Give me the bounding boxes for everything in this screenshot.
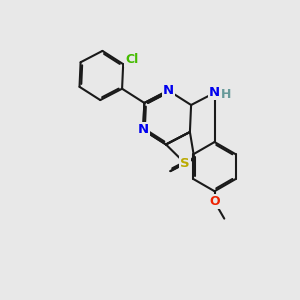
Text: N: N	[163, 84, 174, 97]
Text: O: O	[209, 195, 220, 208]
Text: N: N	[138, 123, 149, 136]
Text: Cl: Cl	[125, 53, 138, 66]
Text: S: S	[180, 157, 190, 170]
Text: H: H	[221, 88, 231, 101]
Text: N: N	[209, 86, 220, 99]
